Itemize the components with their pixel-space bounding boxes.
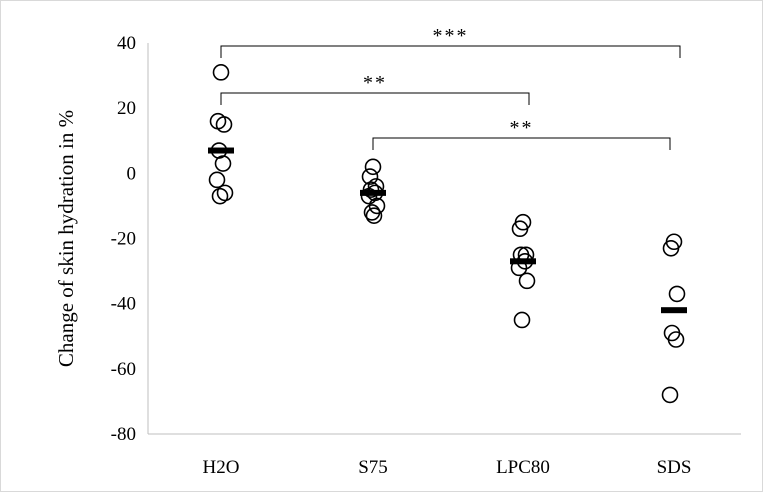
x-tick-label: LPC80 — [496, 457, 550, 478]
significance-label: ** — [363, 72, 387, 94]
y-axis: 40 20 0 -20 -40 -60 -80 — [111, 33, 149, 445]
data-point — [667, 331, 685, 348]
mean-marker — [208, 147, 234, 154]
y-tick-label: 40 — [117, 33, 136, 54]
x-tick-label: SDS — [657, 457, 692, 478]
significance-brackets: ******* — [220, 25, 681, 150]
y-tick-label: -80 — [111, 424, 136, 445]
data-points — [208, 64, 686, 404]
data-point — [513, 311, 531, 329]
significance-label: ** — [510, 117, 534, 139]
y-tick-label: 0 — [127, 163, 137, 184]
data-point — [211, 187, 229, 205]
data-point — [208, 171, 226, 189]
data-point — [362, 181, 380, 198]
mean-marker — [510, 258, 536, 265]
significance-label: *** — [433, 25, 469, 47]
mean-marker — [360, 189, 386, 196]
data-point — [212, 64, 230, 81]
data-point — [518, 272, 536, 290]
data-point — [215, 116, 233, 133]
mean-markers — [208, 147, 687, 314]
significance-bracket — [220, 45, 681, 58]
y-tick-label: 20 — [117, 98, 136, 119]
y-tick-label: -60 — [111, 359, 136, 380]
data-point — [216, 184, 234, 202]
mean-marker — [661, 307, 687, 314]
significance-bracket — [220, 92, 530, 105]
data-point — [662, 239, 680, 257]
data-point — [363, 204, 381, 221]
data-point — [511, 220, 529, 238]
data-point — [661, 386, 679, 404]
significance-bracket — [372, 137, 671, 150]
data-point — [365, 207, 383, 224]
x-tick-label: S75 — [358, 457, 388, 478]
x-tick-label: H2O — [203, 457, 240, 478]
data-point — [364, 158, 382, 176]
data-point — [214, 155, 232, 172]
data-point — [360, 187, 378, 205]
data-point — [668, 285, 686, 303]
y-tick-label: -40 — [111, 294, 136, 315]
x-axis: H2O S75 LPC80 SDS — [148, 433, 741, 478]
y-axis-title: Change of skin hydration in % — [54, 110, 78, 367]
data-point — [361, 168, 379, 185]
y-tick-label: -20 — [111, 229, 136, 250]
